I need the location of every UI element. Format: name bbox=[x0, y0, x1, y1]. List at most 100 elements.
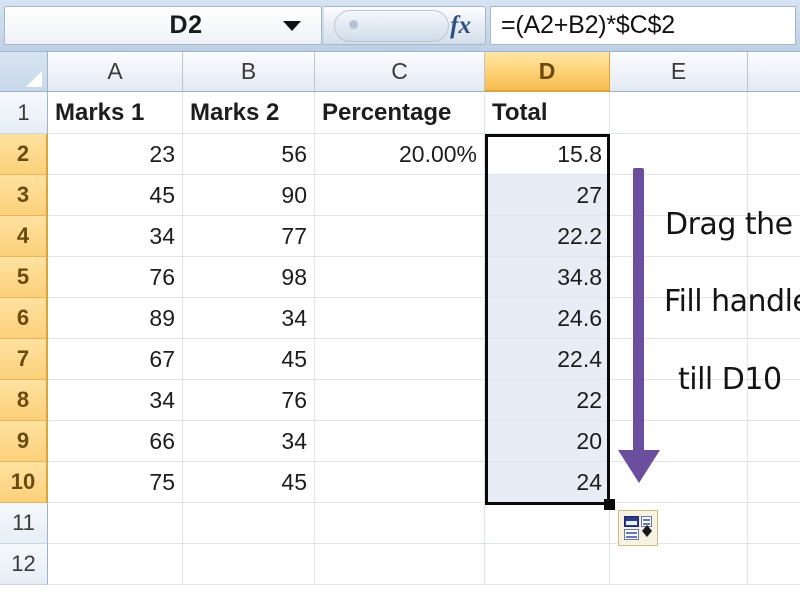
cell-b12[interactable] bbox=[183, 544, 315, 585]
row-header-7[interactable]: 7 bbox=[0, 339, 48, 380]
row-header-4[interactable]: 4 bbox=[0, 216, 48, 257]
cell-d8[interactable]: 22 bbox=[485, 380, 610, 421]
row-header-9[interactable]: 9 bbox=[0, 421, 48, 462]
auto-fill-options-button[interactable] bbox=[618, 510, 658, 546]
cell-a3[interactable]: 45 bbox=[48, 175, 183, 216]
row-header-11[interactable]: 11 bbox=[0, 503, 48, 544]
row-header-10[interactable]: 10 bbox=[0, 462, 48, 503]
cell-f2[interactable] bbox=[748, 134, 800, 175]
cell-f9[interactable] bbox=[748, 421, 800, 462]
column-header-c[interactable]: C bbox=[315, 52, 485, 92]
column-header-b[interactable]: B bbox=[183, 52, 315, 92]
row-header-12[interactable]: 12 bbox=[0, 544, 48, 585]
cell-c7[interactable] bbox=[315, 339, 485, 380]
cell-e2[interactable] bbox=[610, 134, 748, 175]
fill-handle[interactable] bbox=[604, 499, 615, 510]
cell-b6[interactable]: 34 bbox=[183, 298, 315, 339]
cell-f8[interactable] bbox=[748, 380, 800, 421]
cell-d3[interactable]: 27 bbox=[485, 175, 610, 216]
cell-a7[interactable]: 67 bbox=[48, 339, 183, 380]
cell-d12[interactable] bbox=[485, 544, 610, 585]
cell-a2[interactable]: 23 bbox=[48, 134, 183, 175]
cell-c5[interactable] bbox=[315, 257, 485, 298]
cell-c6[interactable] bbox=[315, 298, 485, 339]
cell-c12[interactable] bbox=[315, 544, 485, 585]
column-header-e[interactable]: E bbox=[610, 52, 748, 92]
row-header-3[interactable]: 3 bbox=[0, 175, 48, 216]
cell-e12[interactable] bbox=[610, 544, 748, 585]
row-header-1[interactable]: 1 bbox=[0, 92, 48, 134]
af-block-filled bbox=[624, 516, 639, 527]
row-header-6[interactable]: 6 bbox=[0, 298, 48, 339]
cell-f11[interactable] bbox=[748, 503, 800, 544]
formula-input[interactable]: =(A2+B2)*$C$2 bbox=[490, 6, 796, 45]
cell-a1-value: Marks 1 bbox=[55, 98, 145, 126]
cell-c8[interactable] bbox=[315, 380, 485, 421]
cell-c9[interactable] bbox=[315, 421, 485, 462]
row-header-5[interactable]: 5 bbox=[0, 257, 48, 298]
cell-b5[interactable]: 98 bbox=[183, 257, 315, 298]
cell-f7[interactable] bbox=[748, 339, 800, 380]
cell-a1[interactable]: Marks 1 bbox=[48, 92, 183, 134]
cell-d7[interactable]: 22.4 bbox=[485, 339, 610, 380]
cell-d2-value: 15.8 bbox=[557, 140, 602, 167]
cell-b8[interactable]: 76 bbox=[183, 380, 315, 421]
cell-f1[interactable] bbox=[748, 92, 800, 134]
cell-b10-value: 45 bbox=[281, 468, 307, 495]
cell-b9[interactable]: 34 bbox=[183, 421, 315, 462]
row-header-4-label: 4 bbox=[16, 223, 30, 248]
cell-d9[interactable]: 20 bbox=[485, 421, 610, 462]
cell-a8-value: 34 bbox=[149, 386, 175, 413]
cell-f12[interactable] bbox=[748, 544, 800, 585]
cell-a4[interactable]: 34 bbox=[48, 216, 183, 257]
cell-d1[interactable]: Total bbox=[485, 92, 610, 134]
row-header-8[interactable]: 8 bbox=[0, 380, 48, 421]
cell-b11[interactable] bbox=[183, 503, 315, 544]
cell-c4[interactable] bbox=[315, 216, 485, 257]
row-header-11-label: 11 bbox=[12, 510, 35, 535]
cell-b10[interactable]: 45 bbox=[183, 462, 315, 503]
cell-c2[interactable]: 20.00% bbox=[315, 134, 485, 175]
cell-f10[interactable] bbox=[748, 462, 800, 503]
cell-a12[interactable] bbox=[48, 544, 183, 585]
cell-a5[interactable]: 76 bbox=[48, 257, 183, 298]
cell-f3[interactable] bbox=[748, 175, 800, 216]
cell-c1[interactable]: Percentage bbox=[315, 92, 485, 134]
cell-c10[interactable] bbox=[315, 462, 485, 503]
column-header-d[interactable]: D bbox=[485, 52, 610, 92]
cell-a10[interactable]: 75 bbox=[48, 462, 183, 503]
name-box[interactable]: D2 bbox=[4, 6, 322, 45]
cell-a9[interactable]: 66 bbox=[48, 421, 183, 462]
cell-a6[interactable]: 89 bbox=[48, 298, 183, 339]
cell-c3[interactable] bbox=[315, 175, 485, 216]
cell-b2[interactable]: 56 bbox=[183, 134, 315, 175]
cell-c11[interactable] bbox=[315, 503, 485, 544]
column-header-row: A B C D E bbox=[0, 52, 800, 92]
column-header-a[interactable]: A bbox=[48, 52, 183, 92]
cell-f6[interactable] bbox=[748, 298, 800, 339]
cell-f4[interactable] bbox=[748, 216, 800, 257]
cell-b3[interactable]: 90 bbox=[183, 175, 315, 216]
cell-d11[interactable] bbox=[485, 503, 610, 544]
cell-d10[interactable]: 24 bbox=[485, 462, 610, 503]
cell-a8[interactable]: 34 bbox=[48, 380, 183, 421]
row-header-12-label: 12 bbox=[11, 551, 36, 576]
cell-d6[interactable]: 24.6 bbox=[485, 298, 610, 339]
cell-d5[interactable]: 34.8 bbox=[485, 257, 610, 298]
select-all-corner[interactable] bbox=[0, 52, 48, 92]
cell-b1[interactable]: Marks 2 bbox=[183, 92, 315, 134]
cell-a11[interactable] bbox=[48, 503, 183, 544]
cell-f5[interactable] bbox=[748, 257, 800, 298]
cell-b4[interactable]: 77 bbox=[183, 216, 315, 257]
chevron-down-icon[interactable] bbox=[283, 20, 301, 31]
insert-function-icon[interactable]: fx bbox=[450, 12, 471, 40]
cell-d4[interactable]: 22.2 bbox=[485, 216, 610, 257]
cell-e1[interactable] bbox=[610, 92, 748, 134]
cell-d2[interactable]: 15.8 bbox=[485, 134, 610, 175]
cancel-enter-pill[interactable] bbox=[334, 10, 449, 42]
cell-d6-value: 24.6 bbox=[557, 304, 602, 331]
cell-b7[interactable]: 45 bbox=[183, 339, 315, 380]
column-header-f[interactable] bbox=[748, 52, 800, 92]
row-header-2[interactable]: 2 bbox=[0, 134, 48, 175]
